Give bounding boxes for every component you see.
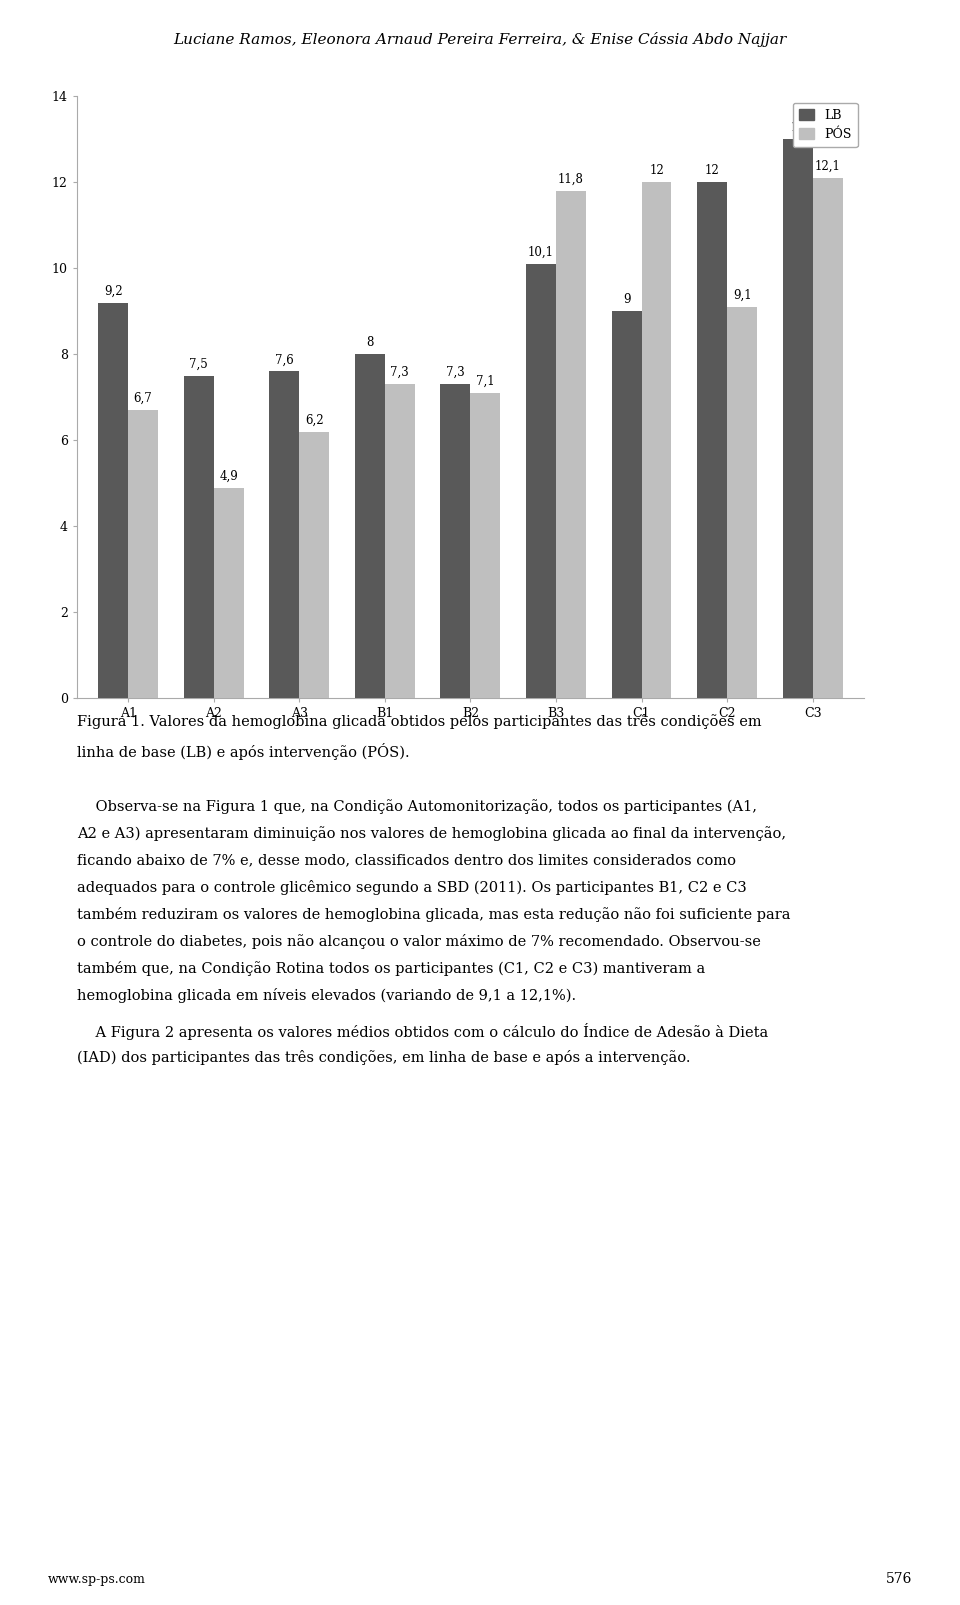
Bar: [441, 384, 470, 698]
Text: 6,2: 6,2: [305, 414, 324, 427]
Text: 12: 12: [649, 164, 664, 177]
Text: 8: 8: [366, 335, 373, 350]
Bar: [183, 376, 214, 698]
Text: Luciane Ramos, Eleonora Arnaud Pereira Ferreira, & Enise Cássia Abdo Najjar: Luciane Ramos, Eleonora Arnaud Pereira F…: [174, 32, 786, 47]
Text: 7,3: 7,3: [391, 366, 409, 379]
Text: 9,2: 9,2: [104, 284, 123, 297]
Bar: [641, 183, 671, 698]
Bar: [697, 183, 727, 698]
Text: 12,1: 12,1: [815, 160, 841, 173]
Bar: [300, 432, 329, 698]
Text: linha de base (LB) e após intervenção (PÓS).: linha de base (LB) e após intervenção (P…: [77, 743, 409, 761]
Text: 576: 576: [886, 1571, 912, 1586]
Text: adequados para o controle glicêmico segundo a SBD (2011). Os participantes B1, C: adequados para o controle glicêmico segu…: [77, 880, 747, 896]
Text: o controle do diabetes, pois não alcançou o valor máximo de 7% recomendado. Obse: o controle do diabetes, pois não alcanço…: [77, 934, 760, 949]
Bar: [270, 371, 300, 698]
Bar: [470, 393, 500, 698]
Text: 7,3: 7,3: [446, 366, 465, 379]
Text: A Figura 2 apresenta os valores médios obtidos com o cálculo do Índice de Adesão: A Figura 2 apresenta os valores médios o…: [77, 1022, 768, 1040]
Text: também reduziram os valores de hemoglobina glicada, mas esta redução não foi suf: também reduziram os valores de hemoglobi…: [77, 907, 790, 923]
Legend: LB, PÓS: LB, PÓS: [793, 103, 857, 148]
Text: ficando abaixo de 7% e, desse modo, classificados dentro dos limites considerado: ficando abaixo de 7% e, desse modo, clas…: [77, 854, 735, 867]
Text: A2 e A3) apresentaram diminuição nos valores de hemoglobina glicada ao final da : A2 e A3) apresentaram diminuição nos val…: [77, 827, 786, 841]
Text: 6,7: 6,7: [133, 392, 153, 404]
Text: 4,9: 4,9: [219, 469, 238, 483]
Bar: [556, 191, 586, 698]
Text: (IAD) dos participantes das três condições, em linha de base e após a intervençã: (IAD) dos participantes das três condiçõ…: [77, 1050, 690, 1066]
Bar: [355, 355, 385, 698]
Bar: [128, 411, 158, 698]
Bar: [98, 303, 128, 698]
Text: 7,6: 7,6: [275, 353, 294, 366]
Bar: [526, 263, 556, 698]
Text: 7,1: 7,1: [476, 376, 494, 388]
Bar: [214, 488, 244, 698]
Text: 11,8: 11,8: [558, 173, 584, 186]
Text: Figura 1. Valores da hemoglobina glicada obtidos pelos participantes das três co: Figura 1. Valores da hemoglobina glicada…: [77, 714, 761, 729]
Bar: [727, 307, 757, 698]
Text: 12: 12: [705, 164, 719, 177]
Text: 13: 13: [790, 120, 805, 135]
Text: hemoglobina glicada em níveis elevados (variando de 9,1 a 12,1%).: hemoglobina glicada em níveis elevados (…: [77, 989, 576, 1003]
Text: 9: 9: [623, 294, 631, 307]
Bar: [782, 140, 813, 698]
Bar: [813, 178, 843, 698]
Text: 9,1: 9,1: [732, 289, 752, 302]
Text: 7,5: 7,5: [189, 358, 208, 371]
Text: 10,1: 10,1: [528, 246, 554, 258]
Text: Observa-se na Figura 1 que, na Condição Automonitorização, todos os participante: Observa-se na Figura 1 que, na Condição …: [77, 799, 756, 814]
Text: também que, na Condição Rotina todos os participantes (C1, C2 e C3) mantiveram a: também que, na Condição Rotina todos os …: [77, 961, 705, 976]
Bar: [385, 384, 415, 698]
Bar: [612, 311, 641, 698]
Text: www.sp-ps.com: www.sp-ps.com: [48, 1573, 146, 1586]
